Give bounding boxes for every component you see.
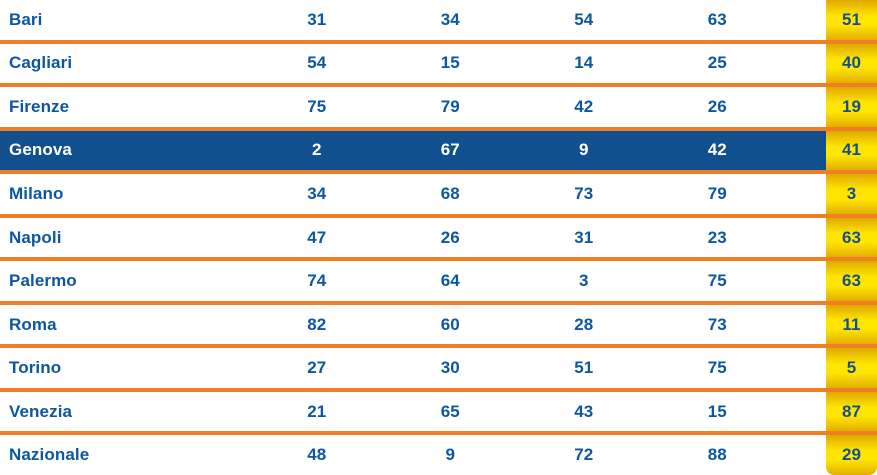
number-cell-3: 54	[574, 9, 594, 29]
number-cell-2: 60	[440, 314, 460, 334]
table-row-roma[interactable]: Roma 82 60 28 73 11	[0, 304, 877, 349]
number-cell-4: 25	[707, 53, 727, 73]
number-cell-4: 88	[707, 445, 727, 465]
wheel-name-label: Milano	[9, 183, 64, 203]
highlighted-number-cell: 29	[826, 435, 877, 475]
highlighted-number-cell: 19	[826, 87, 877, 127]
number-cell-2: 68	[440, 183, 460, 203]
row-spacer	[784, 0, 826, 40]
number-cell-1: 34	[307, 183, 327, 203]
number-cell-2: 9	[445, 445, 456, 465]
table-row-bari[interactable]: Bari 31 34 54 63 51	[0, 0, 877, 44]
wheel-name-label: Palermo	[9, 271, 77, 291]
number-cell-4: 63	[707, 9, 727, 29]
number-cell-4: 75	[707, 271, 727, 291]
table-row-palermo[interactable]: Palermo 74 64 3 75 63	[0, 261, 877, 305]
number-cell-3: 51	[574, 358, 594, 378]
number-cell-4: 42	[707, 140, 727, 160]
number-cell-3: 72	[574, 445, 594, 465]
row-spacer	[784, 348, 826, 388]
number-cell-1: 74	[307, 271, 327, 291]
table-row-cagliari[interactable]: Cagliari 54 15 14 25 40	[0, 43, 877, 88]
number-cell-2: 30	[440, 358, 460, 378]
row-spacer	[784, 305, 826, 345]
wheel-name-label: Napoli	[9, 227, 62, 247]
highlighted-number-cell: 11	[826, 304, 877, 345]
number-cell-4: 79	[707, 183, 727, 203]
wheel-name-label: Firenze	[9, 96, 70, 116]
number-cell-2: 65	[440, 401, 460, 421]
number-cell-1: 82	[307, 314, 327, 334]
highlighted-number-cell: 63	[826, 261, 877, 301]
wheel-name-label: Bari	[9, 9, 43, 29]
number-cell-1: 2	[311, 140, 322, 160]
table-row-firenze[interactable]: Firenze 75 79 42 26 19	[0, 87, 877, 131]
row-spacer	[784, 218, 826, 258]
number-cell-2: 79	[440, 96, 460, 116]
number-cell-4: 15	[707, 401, 727, 421]
number-cell-2: 26	[440, 227, 460, 247]
wheel-name-label: Nazionale	[9, 445, 90, 465]
number-cell-3: 28	[574, 314, 594, 334]
number-cell-3: 73	[574, 183, 594, 203]
number-cell-3: 14	[574, 53, 594, 73]
number-cell-4: 23	[707, 227, 727, 247]
table-row-torino[interactable]: Torino 27 30 51 75 5	[0, 348, 877, 392]
row-spacer	[784, 174, 826, 214]
row-spacer	[784, 435, 826, 475]
wheel-name-label: Venezia	[9, 401, 73, 421]
number-cell-1: 54	[307, 53, 327, 73]
number-cell-4: 75	[707, 358, 727, 378]
row-spacer	[784, 392, 826, 432]
table-row-nazionale[interactable]: Nazionale 48 9 72 88 29	[0, 435, 877, 475]
row-spacer	[784, 131, 826, 171]
table-row-milano[interactable]: Milano 34 68 73 79 3	[0, 174, 877, 218]
number-cell-1: 21	[307, 401, 327, 421]
number-cell-2: 67	[440, 140, 460, 160]
table-row-napoli[interactable]: Napoli 47 26 31 23 63	[0, 217, 877, 262]
number-cell-2: 64	[440, 271, 460, 291]
number-cell-2: 15	[440, 53, 460, 73]
number-cell-1: 31	[307, 9, 327, 29]
number-cell-3: 9	[578, 140, 589, 160]
number-cell-4: 73	[707, 314, 727, 334]
number-cell-2: 34	[440, 9, 460, 29]
row-spacer	[784, 87, 826, 127]
number-cell-3: 3	[578, 271, 589, 291]
highlighted-number-cell: 87	[826, 391, 877, 432]
highlighted-number-cell: 3	[826, 174, 877, 214]
row-spacer	[784, 44, 826, 84]
highlighted-number-cell: 51	[826, 0, 877, 40]
wheel-name-label: Roma	[9, 314, 57, 334]
highlighted-number-cell: 5	[826, 348, 877, 388]
number-cell-1: 47	[307, 227, 327, 247]
table-row-genova[interactable]: Genova 2 67 9 42 41	[0, 130, 877, 175]
highlighted-number-cell: 41	[826, 130, 877, 171]
highlighted-number-cell: 63	[826, 217, 877, 258]
wheel-name-label: Cagliari	[9, 53, 73, 73]
number-cell-3: 31	[574, 227, 594, 247]
row-spacer	[784, 261, 826, 301]
number-cell-4: 26	[707, 96, 727, 116]
number-cell-1: 48	[307, 445, 327, 465]
number-cell-1: 75	[307, 96, 327, 116]
number-cell-3: 42	[574, 96, 594, 116]
number-cell-1: 27	[307, 358, 327, 378]
wheel-name-label: Torino	[9, 358, 62, 378]
table-row-venezia[interactable]: Venezia 21 65 43 15 87	[0, 391, 877, 436]
highlighted-number-cell: 40	[826, 43, 877, 84]
number-cell-3: 43	[574, 401, 594, 421]
wheel-name-label: Genova	[9, 140, 72, 160]
